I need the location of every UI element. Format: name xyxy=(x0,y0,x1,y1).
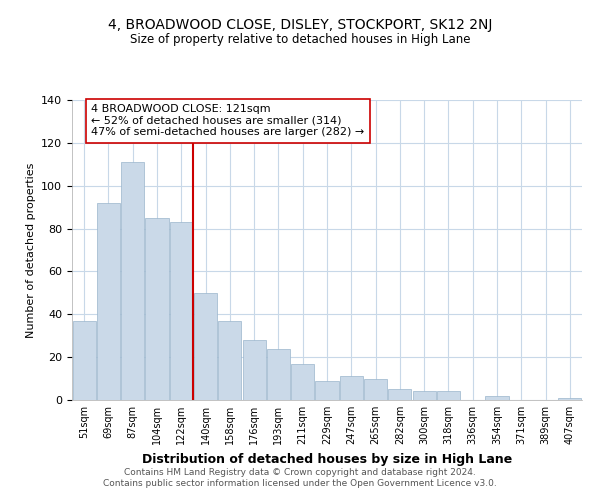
Bar xyxy=(73,320,95,400)
Bar xyxy=(559,398,581,400)
X-axis label: Distribution of detached houses by size in High Lane: Distribution of detached houses by size … xyxy=(142,452,512,466)
Bar xyxy=(267,348,290,400)
Bar xyxy=(340,376,363,400)
Bar xyxy=(242,340,266,400)
Text: 4 BROADWOOD CLOSE: 121sqm
← 52% of detached houses are smaller (314)
47% of semi: 4 BROADWOOD CLOSE: 121sqm ← 52% of detac… xyxy=(91,104,365,138)
Bar xyxy=(388,390,412,400)
Bar xyxy=(218,320,241,400)
Text: Contains HM Land Registry data © Crown copyright and database right 2024.
Contai: Contains HM Land Registry data © Crown c… xyxy=(103,468,497,487)
Bar xyxy=(413,392,436,400)
Y-axis label: Number of detached properties: Number of detached properties xyxy=(26,162,35,338)
Bar xyxy=(194,293,217,400)
Bar xyxy=(364,378,387,400)
Bar xyxy=(121,162,144,400)
Bar xyxy=(170,222,193,400)
Text: Size of property relative to detached houses in High Lane: Size of property relative to detached ho… xyxy=(130,32,470,46)
Bar xyxy=(437,392,460,400)
Bar xyxy=(485,396,509,400)
Bar xyxy=(291,364,314,400)
Bar xyxy=(97,203,120,400)
Text: 4, BROADWOOD CLOSE, DISLEY, STOCKPORT, SK12 2NJ: 4, BROADWOOD CLOSE, DISLEY, STOCKPORT, S… xyxy=(108,18,492,32)
Bar xyxy=(316,380,338,400)
Bar xyxy=(145,218,169,400)
